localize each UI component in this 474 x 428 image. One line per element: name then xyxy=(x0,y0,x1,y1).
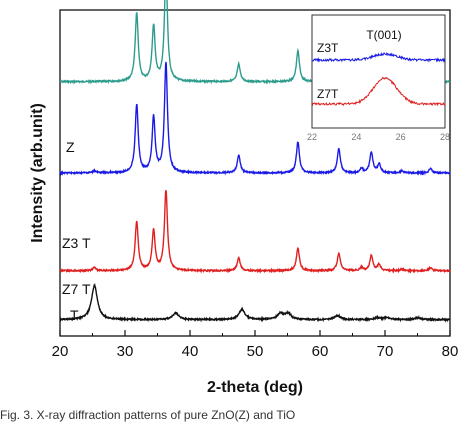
inset-series-layer: Z3T Z7T xyxy=(311,41,446,107)
x-tick-label: 80 xyxy=(442,343,459,360)
inset-x-tick-label: 22 xyxy=(307,132,317,142)
inset-x-tick-label: 28 xyxy=(440,132,450,142)
figure-caption: Fig. 3. X-ray diffraction patterns of pu… xyxy=(0,408,296,422)
x-axis-label: 2-theta (deg) xyxy=(207,379,303,396)
inset-series-label-z3t: Z3T xyxy=(317,41,339,55)
inset-annotation: T(001) xyxy=(366,28,401,42)
y-axis-label: Intensity (arb.unit) xyxy=(29,103,46,243)
series-line-z3t xyxy=(59,61,451,177)
inset-series-line-z7t xyxy=(311,76,446,107)
inset-series-label-z7t: Z7T xyxy=(317,87,339,101)
series-label-z3t: Z3 T xyxy=(62,235,91,251)
x-tick-label: 20 xyxy=(52,343,69,360)
x-tick-label: 30 xyxy=(117,343,134,360)
x-tick-label: 50 xyxy=(247,343,264,360)
x-tick-label: 40 xyxy=(182,343,199,360)
x-axis-ticks: 20 30 40 50 60 70 80 xyxy=(52,330,459,360)
x-tick-label: 60 xyxy=(312,343,329,360)
inset-chart: Z3T Z7T 22 24 26 28 T(001) xyxy=(307,14,450,142)
inset-frame xyxy=(311,14,446,129)
series-label-z7t: Z7 T xyxy=(62,281,91,297)
inset-series-line-z3t xyxy=(311,51,446,63)
inset-x-tick-label: 26 xyxy=(396,132,406,142)
series-label-z: Z xyxy=(66,139,75,155)
inset-x-tick-label: 24 xyxy=(351,132,361,142)
x-tick-label: 70 xyxy=(377,343,394,360)
series-line-t xyxy=(59,282,451,323)
series-line-z7t xyxy=(59,190,451,274)
series-label-t: T xyxy=(70,307,79,323)
inset-x-ticks: 22 24 26 28 xyxy=(307,132,450,142)
series-labels: Z Z3 T Z7 T T xyxy=(62,139,91,323)
